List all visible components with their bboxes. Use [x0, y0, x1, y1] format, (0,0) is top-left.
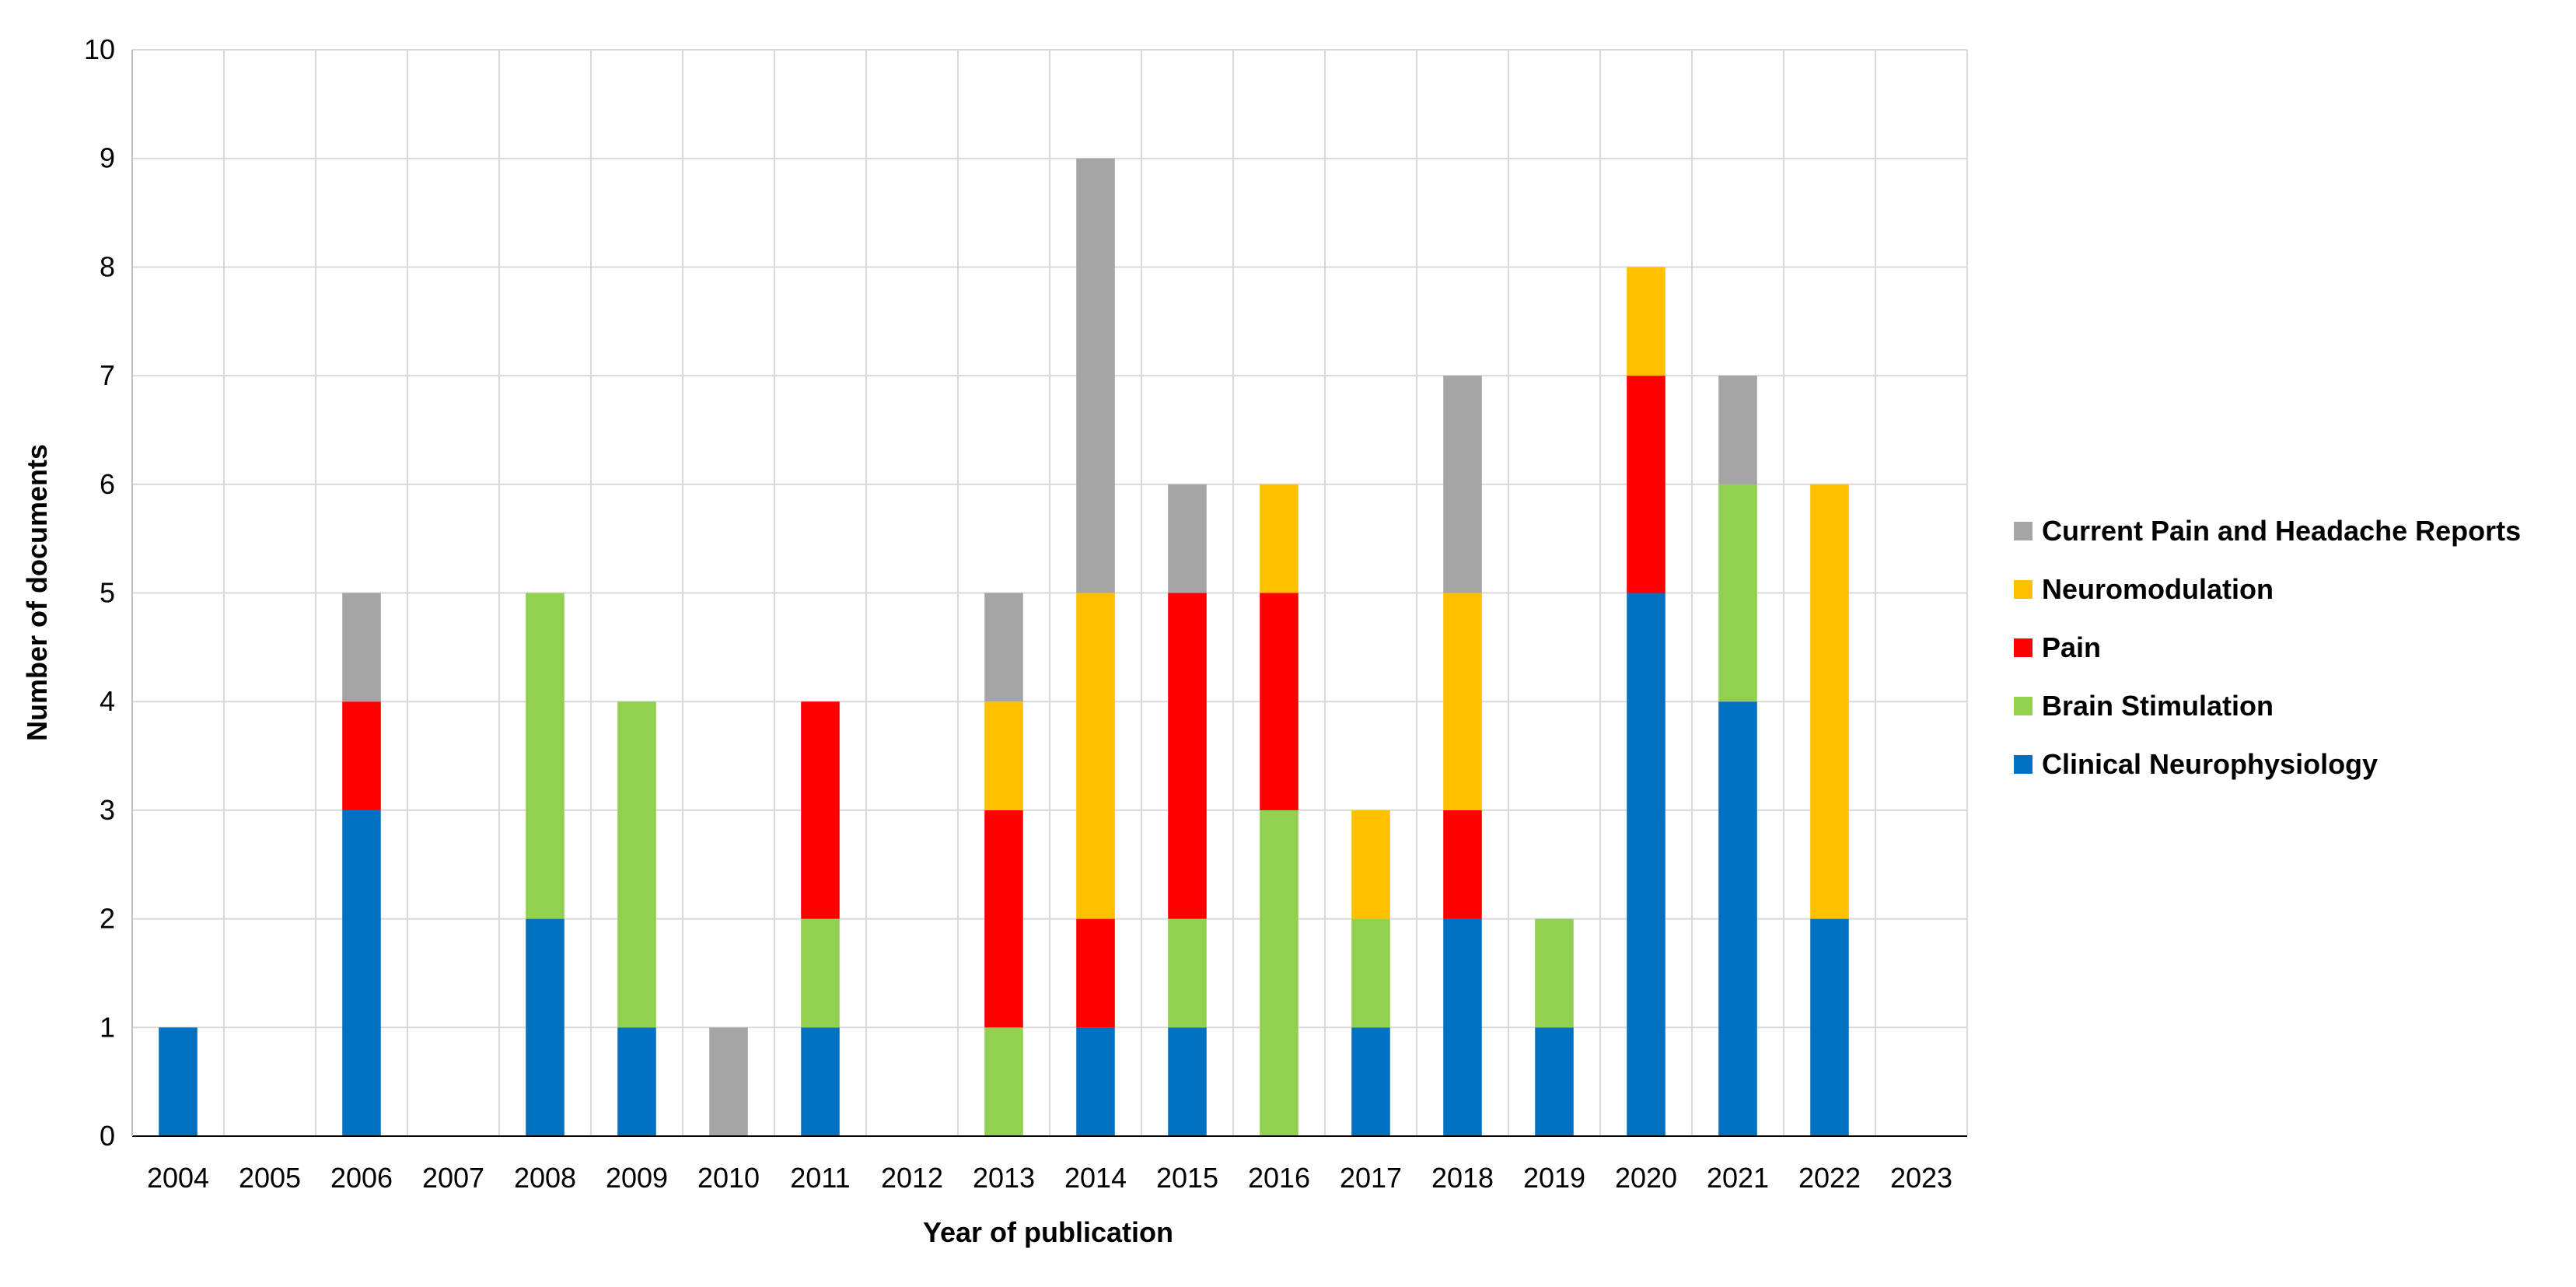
bar-segment [1810, 918, 1849, 1136]
y-tick-label: 1 [100, 1011, 115, 1043]
y-tick-label: 6 [100, 468, 115, 500]
bar-segment [1260, 484, 1298, 593]
bar-segment [1168, 1027, 1207, 1136]
y-tick-label: 10 [84, 33, 115, 65]
bar-segment [1535, 1027, 1574, 1136]
legend-label: Neuromodulation [2042, 573, 2274, 605]
bar-segment [1443, 593, 1482, 810]
bar-segment [1351, 1027, 1390, 1136]
y-tick-label: 4 [100, 685, 115, 717]
legend-swatch [2014, 580, 2032, 599]
x-tick-label: 2004 [147, 1162, 209, 1194]
bar-segment [1627, 593, 1665, 1136]
x-tick-label: 2012 [881, 1162, 943, 1194]
x-tick-label: 2008 [514, 1162, 576, 1194]
legend-label: Brain Stimulation [2042, 690, 2274, 722]
bars [159, 158, 1849, 1136]
bar-segment [1351, 810, 1390, 919]
x-tick-label: 2010 [697, 1162, 760, 1194]
legend: Current Pain and Headache Reports Neuromo… [2014, 515, 2521, 780]
bar-segment [617, 1027, 656, 1136]
y-tick-labels: 0 1 2 3 4 5 6 7 8 9 10 [84, 33, 115, 1152]
y-axis-title: Number of documents [21, 444, 53, 741]
bar-segment [1443, 810, 1482, 919]
bar-segment [1535, 918, 1574, 1028]
bar-segment [1627, 376, 1665, 593]
y-tick-label: 7 [100, 359, 115, 391]
bar-segment [801, 918, 840, 1028]
bar-segment [1076, 593, 1115, 919]
bar-segment [1076, 1027, 1115, 1136]
bar-segment [1718, 701, 1757, 1136]
x-tick-label: 2007 [422, 1162, 484, 1194]
bar-segment [159, 1027, 197, 1136]
x-tick-label: 2017 [1340, 1162, 1402, 1194]
bar-segment [1443, 376, 1482, 593]
legend-label: Current Pain and Headache Reports [2042, 515, 2521, 547]
x-tick-label: 2009 [606, 1162, 668, 1194]
x-tick-label: 2014 [1064, 1162, 1127, 1194]
y-tick-label: 9 [100, 142, 115, 174]
x-tick-label: 2013 [973, 1162, 1035, 1194]
bar-segment [1076, 918, 1115, 1028]
bar-segment [526, 593, 564, 919]
bar-segment [526, 918, 564, 1136]
x-tick-label: 2021 [1707, 1162, 1769, 1194]
x-tick-label: 2023 [1890, 1162, 1952, 1194]
y-tick-label: 8 [100, 250, 115, 282]
bar-segment [1810, 484, 1849, 919]
x-tick-label: 2006 [330, 1162, 393, 1194]
bar-segment [801, 701, 840, 919]
bar-segment [984, 810, 1023, 1028]
x-tick-label: 2005 [239, 1162, 301, 1194]
bar-segment [801, 1027, 840, 1136]
x-tick-label: 2019 [1523, 1162, 1585, 1194]
x-tick-label: 2020 [1615, 1162, 1677, 1194]
x-tick-labels: 2004 2005 2006 2007 2008 2009 2010 2011 2012 2013… [147, 1162, 1952, 1194]
bar-segment [1076, 158, 1115, 593]
bar-segment [709, 1027, 748, 1136]
x-tick-label: 2018 [1431, 1162, 1494, 1194]
bar-segment [342, 593, 381, 702]
gridlines [131, 49, 1968, 1136]
bar-segment [1718, 376, 1757, 484]
x-tick-label: 2016 [1248, 1162, 1310, 1194]
bar-segment [1168, 593, 1207, 919]
bar-segment [1443, 918, 1482, 1136]
bar-segment [617, 701, 656, 1028]
y-tick-label: 5 [100, 577, 115, 609]
x-tick-label: 2022 [1798, 1162, 1861, 1194]
bar-segment [984, 593, 1023, 702]
legend-label: Clinical Neurophysiology [2042, 748, 2378, 780]
legend-swatch [2014, 755, 2032, 774]
axes [131, 50, 1967, 1137]
x-tick-label: 2015 [1156, 1162, 1218, 1194]
bar-segment [1351, 918, 1390, 1028]
bar-segment [984, 1027, 1023, 1136]
x-tick-label: 2011 [790, 1162, 850, 1194]
y-tick-label: 3 [100, 794, 115, 826]
legend-swatch [2014, 522, 2032, 540]
y-tick-label: 2 [100, 903, 115, 935]
bar-segment [1260, 810, 1298, 1136]
bar-segment [1718, 484, 1757, 702]
bar-segment [1168, 484, 1207, 593]
bar-segment [1168, 918, 1207, 1028]
bar-segment [1260, 593, 1298, 810]
legend-label: Pain [2042, 631, 2101, 663]
legend-swatch [2014, 697, 2032, 715]
bar-segment [342, 701, 381, 810]
bar-segment [984, 701, 1023, 810]
bar-segment [342, 810, 381, 1136]
bar-segment [1627, 267, 1665, 376]
x-axis-title: Year of publication [923, 1216, 1173, 1248]
y-tick-label: 0 [100, 1120, 115, 1152]
legend-swatch [2014, 638, 2032, 657]
